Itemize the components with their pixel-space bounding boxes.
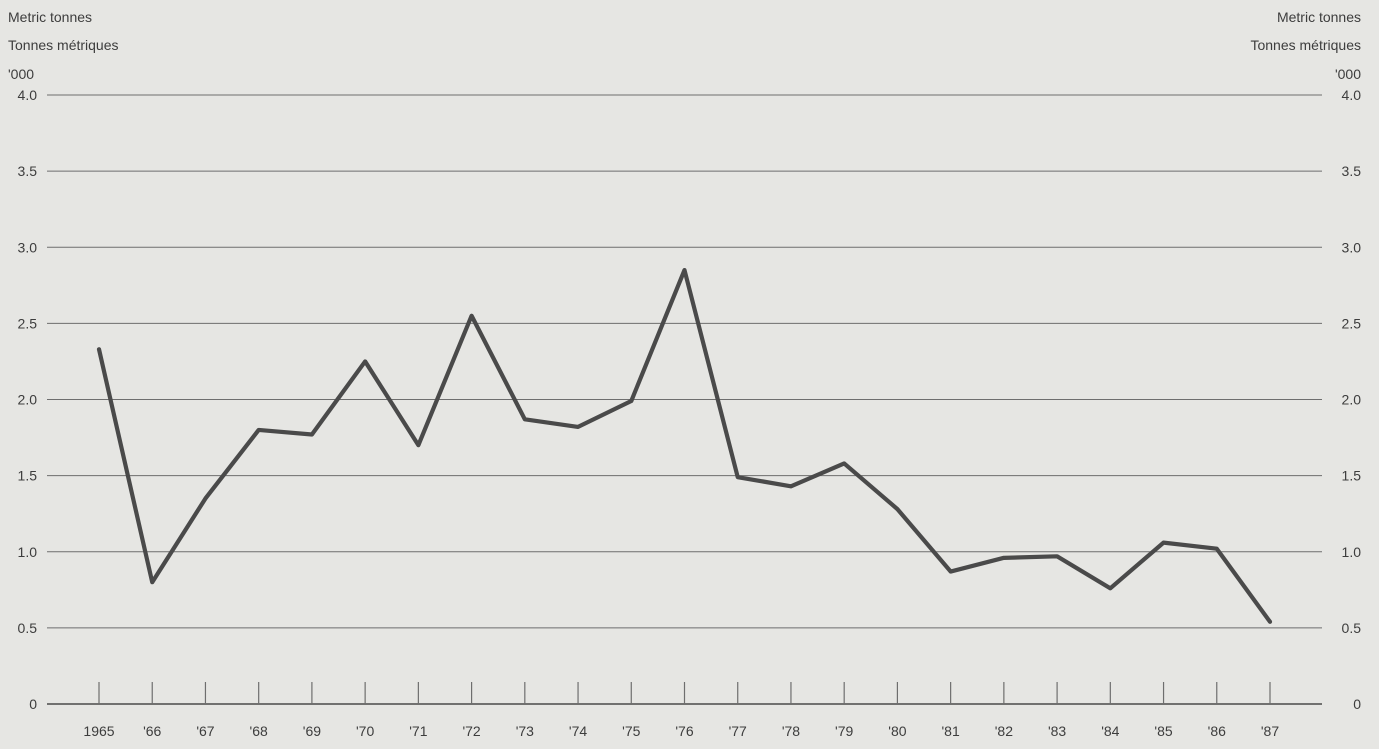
x-tick-label: '73 (516, 723, 534, 739)
data-point (416, 443, 421, 447)
right-axis-unit-line-3: '000 (1335, 66, 1361, 82)
right-y-tick-label: 1.5 (1342, 468, 1362, 484)
x-tick-label: '81 (942, 723, 960, 739)
x-tick-label: '78 (782, 723, 800, 739)
right-y-tick-label: 1.0 (1342, 544, 1362, 560)
data-point (523, 417, 527, 422)
left-axis-unit-line-2: Tonnes métriques (8, 37, 119, 53)
data-point (948, 569, 953, 574)
right-axis-unit-line-2: Tonnes métriques (1250, 37, 1361, 53)
left-y-tick-label: 2.5 (18, 315, 38, 331)
left-y-tick-label: 1.0 (18, 544, 38, 560)
x-tick-label: '79 (835, 723, 853, 739)
data-point (735, 475, 740, 479)
left-y-tick-label: 3.0 (18, 239, 38, 255)
right-axis-unit-label: Metric tonnes Tonnes métriques '000 (1250, 9, 1361, 82)
data-point (1214, 546, 1219, 551)
x-tick-label: '74 (569, 723, 587, 739)
data-point (363, 359, 367, 364)
data-point (469, 313, 474, 318)
x-tick-label: '71 (409, 723, 427, 739)
x-tick-label: '72 (462, 723, 480, 739)
left-y-tick-label: 2.0 (18, 392, 38, 408)
data-series-line (96, 267, 1273, 624)
left-axis-unit-line-3: '000 (8, 66, 34, 82)
data-point (895, 507, 900, 511)
left-y-tick-label: 0.5 (18, 620, 38, 636)
left-y-tick-label: 3.5 (18, 163, 38, 179)
data-point (629, 399, 634, 403)
gridlines (47, 94, 1322, 629)
x-tick-label: '75 (622, 723, 640, 739)
right-y-tick-label: 4.0 (1342, 87, 1362, 103)
left-y-tick-labels: 0 0.5 1.0 1.5 2.0 2.5 3.0 3.5 4.0 (18, 87, 38, 712)
x-tick-label: '82 (995, 723, 1013, 739)
data-point (576, 425, 580, 429)
series-layer (96, 267, 1273, 624)
x-tick-label: '76 (675, 723, 693, 739)
data-point (97, 347, 101, 352)
x-tick-label: '66 (143, 723, 161, 739)
right-y-tick-labels: 0 0.5 1.0 1.5 2.0 2.5 3.0 3.5 4.0 (1342, 87, 1362, 712)
left-axis-unit-label: Metric tonnes Tonnes métriques '000 (8, 9, 119, 82)
data-point (150, 580, 155, 584)
right-y-tick-label: 2.0 (1342, 392, 1362, 408)
left-y-tick-label: 1.5 (18, 468, 38, 484)
right-y-tick-label: 3.0 (1342, 239, 1362, 255)
x-tick-label: '69 (303, 723, 321, 739)
x-tick-label: '68 (250, 723, 268, 739)
data-point (1055, 554, 1059, 559)
data-point (1108, 586, 1113, 591)
x-tick-label: '85 (1154, 723, 1172, 739)
right-y-tick-label: 3.5 (1342, 163, 1362, 179)
x-tick-label: '84 (1101, 723, 1119, 739)
data-point (682, 268, 687, 272)
x-tick-label: '83 (1048, 723, 1066, 739)
right-axis-unit-line-1: Metric tonnes (1277, 9, 1361, 25)
left-axis-unit-line-1: Metric tonnes (8, 9, 92, 25)
x-ticks (98, 682, 1271, 704)
x-tick-label: '80 (888, 723, 906, 739)
right-y-tick-label: 2.5 (1342, 315, 1362, 331)
data-point (789, 484, 793, 489)
right-y-tick-label: 0.5 (1342, 620, 1362, 636)
data-point (310, 432, 314, 437)
data-point (256, 428, 261, 432)
left-y-tick-label: 0 (29, 696, 37, 712)
x-tick-label: '87 (1261, 723, 1279, 739)
x-tick-labels: 1965 '66 '67 '68 '69 '70 '71 '72 '73 '74 '75 '76 '77… (83, 723, 1279, 739)
data-point (1268, 619, 1272, 624)
data-point (842, 461, 846, 466)
x-tick-label: 1965 (83, 723, 114, 739)
x-tick-label: '67 (196, 723, 214, 739)
right-y-tick-label: 0 (1353, 696, 1361, 712)
left-y-tick-label: 4.0 (18, 87, 38, 103)
x-tick-label: '86 (1208, 723, 1226, 739)
data-point (1002, 556, 1006, 560)
data-point (203, 496, 208, 501)
x-tick-label: '70 (356, 723, 374, 739)
x-tick-label: '77 (729, 723, 747, 739)
data-point (1161, 540, 1166, 545)
